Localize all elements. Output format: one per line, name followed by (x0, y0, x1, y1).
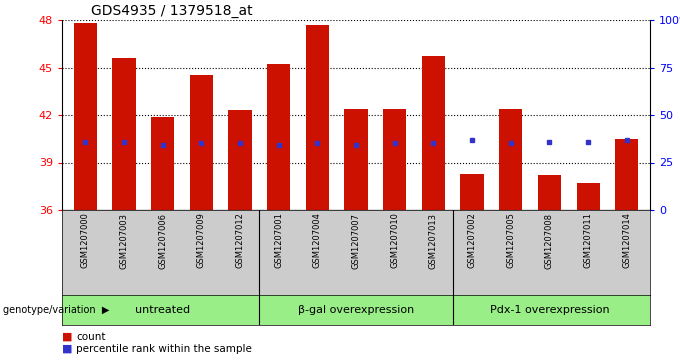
Bar (344, 109, 368, 210)
Text: GDS4935 / 1379518_at: GDS4935 / 1379518_at (91, 4, 253, 17)
Bar (112, 58, 135, 210)
Bar (460, 174, 483, 210)
Text: GSM1207010: GSM1207010 (390, 213, 399, 268)
Bar (151, 117, 174, 210)
Text: GSM1207003: GSM1207003 (120, 213, 129, 269)
Bar (73, 23, 97, 210)
Text: GSM1207012: GSM1207012 (235, 213, 244, 268)
Text: GSM1207014: GSM1207014 (622, 213, 631, 268)
Text: GSM1207002: GSM1207002 (468, 213, 477, 268)
Bar (383, 109, 406, 210)
Text: GSM1207013: GSM1207013 (429, 213, 438, 269)
Text: Pdx-1 overexpression: Pdx-1 overexpression (490, 305, 609, 315)
Text: untreated: untreated (135, 305, 190, 315)
Bar (267, 64, 290, 210)
Text: GSM1207009: GSM1207009 (197, 213, 206, 268)
Text: ■: ■ (62, 344, 73, 354)
Bar (190, 76, 213, 210)
Bar (577, 183, 600, 210)
Bar (615, 139, 639, 210)
Text: GSM1207000: GSM1207000 (81, 213, 90, 268)
Bar (538, 175, 561, 210)
Text: GSM1207001: GSM1207001 (274, 213, 283, 268)
Text: GSM1207006: GSM1207006 (158, 213, 167, 269)
Text: GSM1207007: GSM1207007 (352, 213, 360, 269)
Text: GSM1207004: GSM1207004 (313, 213, 322, 268)
Text: genotype/variation  ▶: genotype/variation ▶ (3, 305, 109, 315)
Text: β-gal overexpression: β-gal overexpression (298, 305, 414, 315)
Text: count: count (76, 332, 105, 342)
Bar (228, 110, 252, 210)
Bar (499, 109, 522, 210)
Text: GSM1207008: GSM1207008 (545, 213, 554, 269)
Text: GSM1207005: GSM1207005 (506, 213, 515, 268)
Text: GSM1207011: GSM1207011 (583, 213, 592, 268)
Text: ■: ■ (62, 332, 73, 342)
Text: percentile rank within the sample: percentile rank within the sample (76, 344, 252, 354)
Bar (422, 56, 445, 210)
Bar (306, 25, 329, 210)
